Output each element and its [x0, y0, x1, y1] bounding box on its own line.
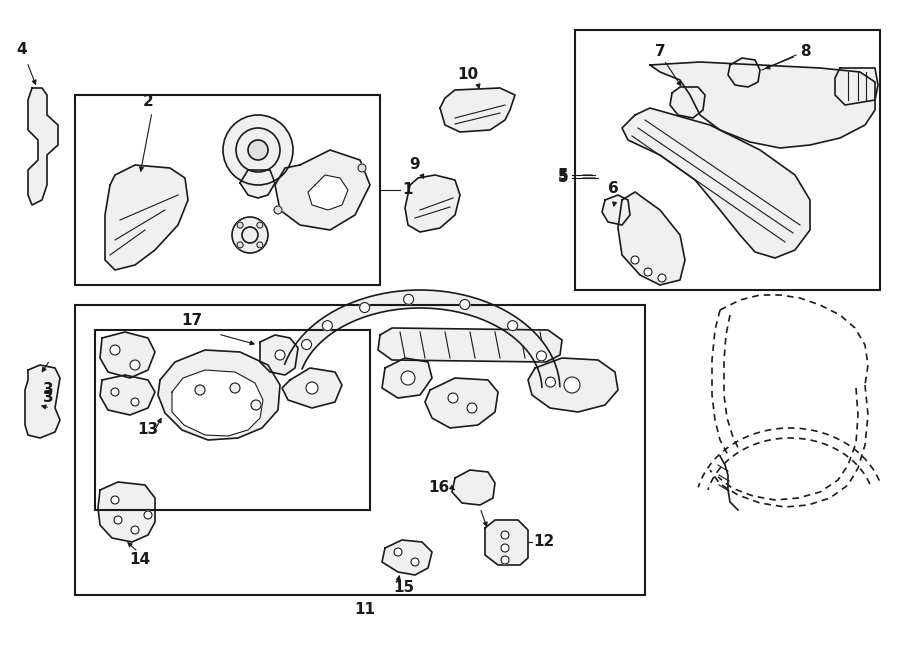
- Circle shape: [274, 206, 282, 214]
- Circle shape: [360, 303, 370, 313]
- Text: 7: 7: [654, 44, 665, 59]
- Circle shape: [536, 351, 546, 361]
- Circle shape: [230, 383, 240, 393]
- Polygon shape: [670, 87, 705, 118]
- Circle shape: [232, 217, 268, 253]
- Polygon shape: [275, 150, 370, 230]
- Circle shape: [114, 516, 122, 524]
- Circle shape: [256, 222, 263, 228]
- Text: 15: 15: [393, 580, 414, 595]
- Circle shape: [501, 556, 509, 564]
- Polygon shape: [602, 195, 630, 225]
- Circle shape: [545, 377, 555, 387]
- Polygon shape: [284, 290, 560, 387]
- Polygon shape: [100, 332, 155, 378]
- Circle shape: [237, 222, 243, 228]
- Polygon shape: [728, 58, 760, 87]
- Polygon shape: [835, 68, 878, 105]
- Text: 3: 3: [42, 383, 53, 397]
- Circle shape: [131, 526, 139, 534]
- Bar: [575, 30, 880, 290]
- Circle shape: [131, 398, 139, 406]
- Circle shape: [256, 242, 263, 248]
- Polygon shape: [105, 165, 188, 270]
- Circle shape: [248, 140, 268, 160]
- Circle shape: [223, 115, 293, 185]
- Circle shape: [111, 388, 119, 396]
- Polygon shape: [382, 358, 432, 398]
- Polygon shape: [485, 520, 528, 565]
- Polygon shape: [650, 62, 875, 148]
- Circle shape: [302, 340, 311, 350]
- Circle shape: [394, 548, 402, 556]
- Circle shape: [508, 321, 518, 330]
- Circle shape: [448, 393, 458, 403]
- Circle shape: [144, 511, 152, 519]
- Circle shape: [306, 382, 318, 394]
- Text: 3: 3: [42, 391, 53, 405]
- Polygon shape: [425, 378, 498, 428]
- Polygon shape: [440, 88, 515, 132]
- Polygon shape: [98, 482, 155, 542]
- Bar: [75, 305, 645, 595]
- Circle shape: [564, 377, 580, 393]
- Circle shape: [251, 400, 261, 410]
- Polygon shape: [622, 108, 810, 258]
- Circle shape: [401, 371, 415, 385]
- Polygon shape: [405, 175, 460, 232]
- Polygon shape: [25, 365, 60, 438]
- Circle shape: [631, 256, 639, 264]
- Bar: [95, 330, 370, 510]
- Circle shape: [501, 531, 509, 539]
- Text: 11: 11: [355, 602, 375, 617]
- Circle shape: [403, 294, 414, 304]
- Text: 13: 13: [138, 422, 158, 437]
- Circle shape: [110, 345, 120, 355]
- Polygon shape: [28, 88, 58, 205]
- Text: 5: 5: [557, 167, 568, 182]
- Circle shape: [501, 544, 509, 552]
- Text: 6: 6: [608, 181, 618, 196]
- Polygon shape: [382, 540, 432, 575]
- Circle shape: [237, 242, 243, 248]
- Text: 17: 17: [182, 313, 202, 328]
- Bar: [75, 95, 380, 285]
- Polygon shape: [618, 192, 685, 285]
- Polygon shape: [308, 175, 348, 210]
- Circle shape: [411, 558, 419, 566]
- Text: 12: 12: [533, 535, 554, 549]
- Circle shape: [130, 360, 140, 370]
- Polygon shape: [528, 358, 618, 412]
- Polygon shape: [378, 328, 562, 362]
- Circle shape: [467, 403, 477, 413]
- Circle shape: [111, 496, 119, 504]
- Text: 14: 14: [130, 552, 150, 567]
- Text: 4: 4: [17, 42, 27, 58]
- Text: 16: 16: [428, 481, 450, 496]
- Circle shape: [644, 268, 652, 276]
- Circle shape: [195, 385, 205, 395]
- Text: 1: 1: [402, 182, 412, 198]
- Polygon shape: [172, 370, 263, 436]
- Circle shape: [358, 164, 366, 172]
- Polygon shape: [158, 350, 280, 440]
- Polygon shape: [100, 375, 155, 415]
- Text: 5: 5: [557, 171, 568, 186]
- Text: 2: 2: [142, 95, 153, 110]
- Circle shape: [460, 299, 470, 309]
- Polygon shape: [240, 170, 275, 198]
- Text: 10: 10: [457, 67, 479, 82]
- Circle shape: [658, 274, 666, 282]
- Polygon shape: [282, 368, 342, 408]
- Polygon shape: [452, 470, 495, 505]
- Circle shape: [322, 321, 332, 330]
- Text: 9: 9: [410, 157, 420, 172]
- Circle shape: [275, 350, 285, 360]
- Text: 8: 8: [800, 44, 811, 59]
- Polygon shape: [260, 335, 298, 375]
